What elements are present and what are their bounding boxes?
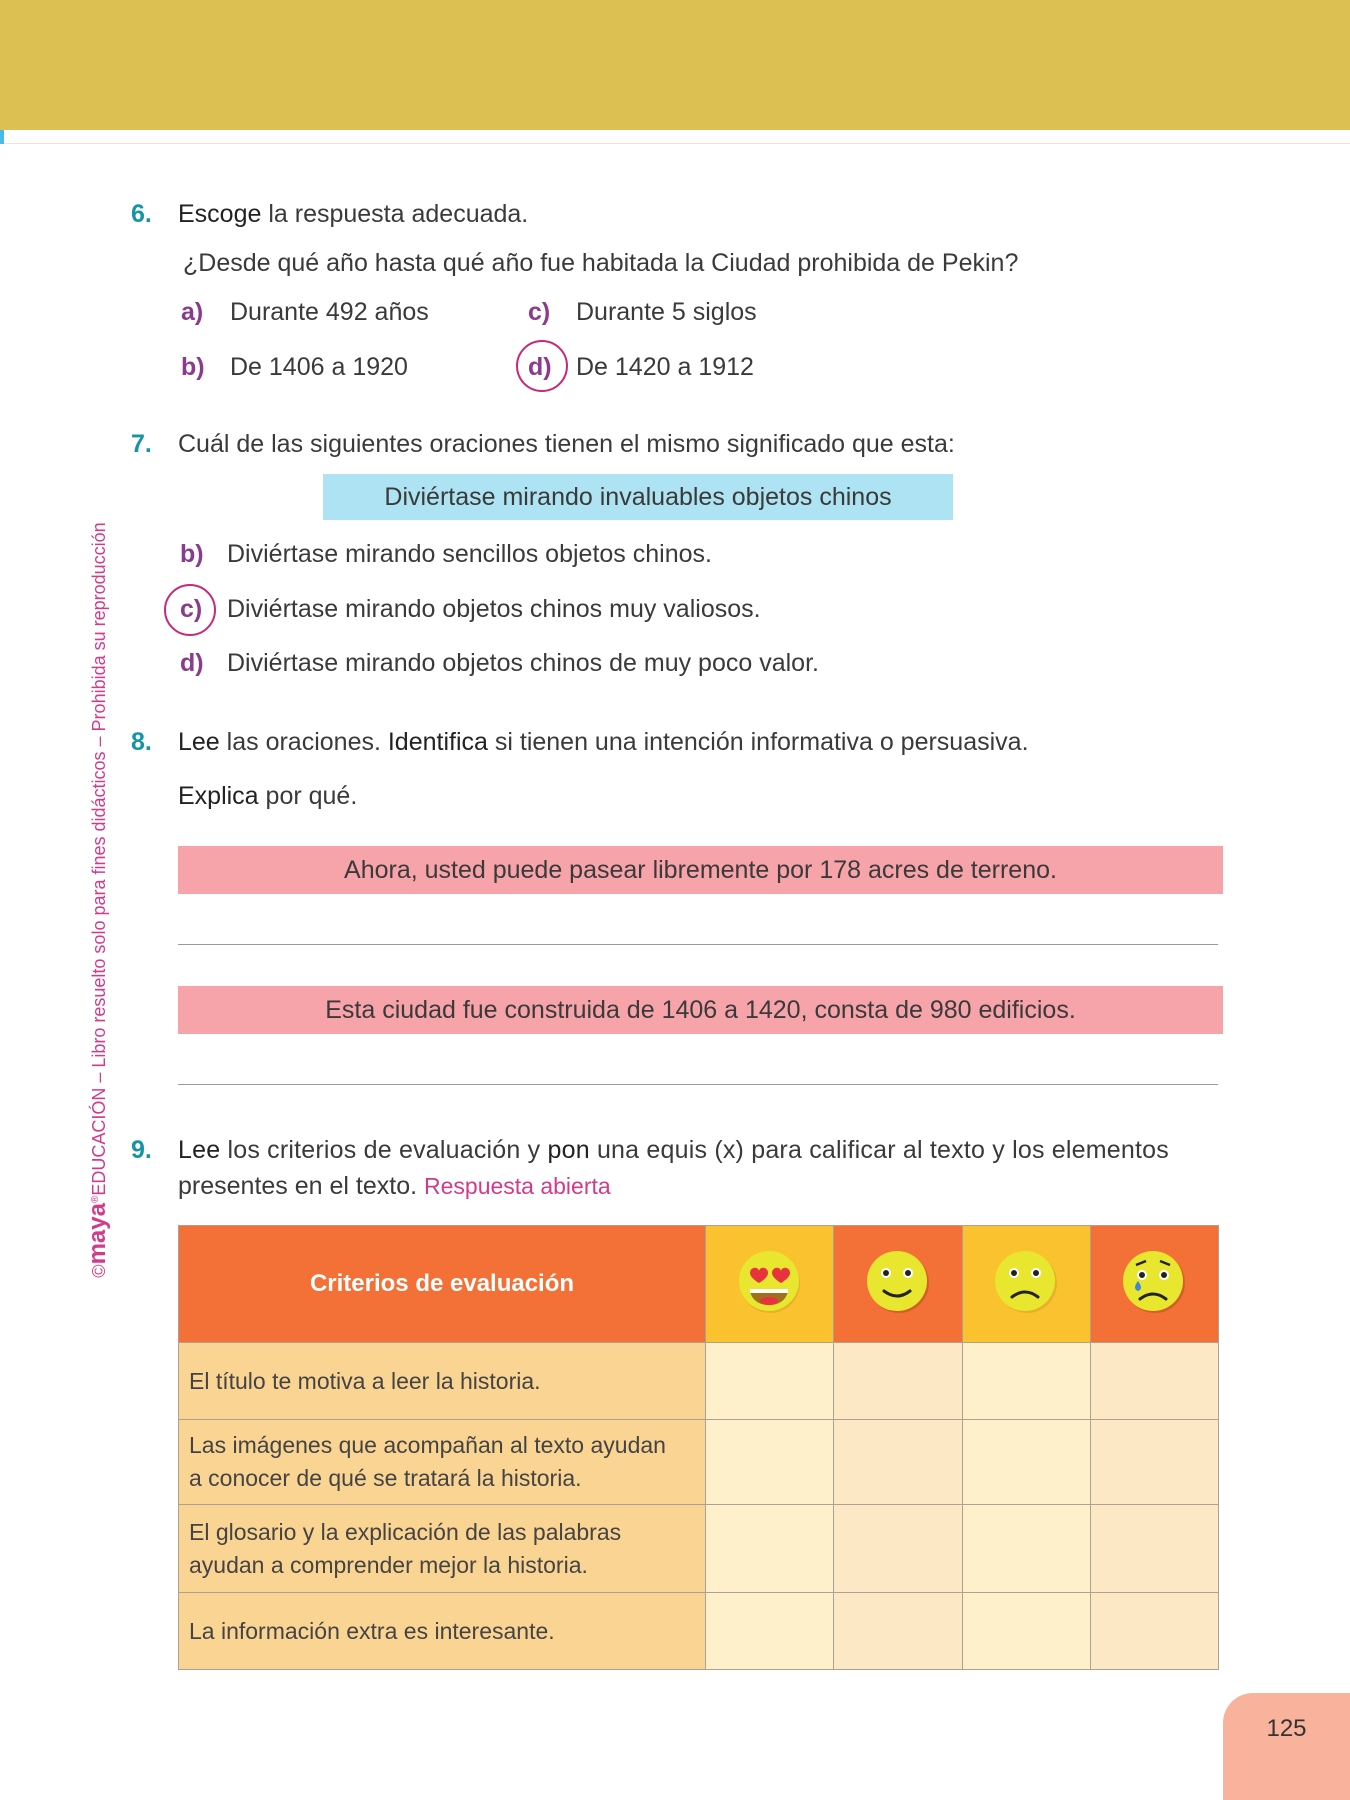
rating-cell[interactable] [1089,1342,1220,1420]
rating-cell[interactable] [833,1419,963,1505]
criterion: La información extra es interesante. [178,1592,706,1670]
rating-cell[interactable] [833,1504,963,1593]
table-row: El título te motiva a leer la historia. [178,1342,1220,1420]
col-happy [833,1225,963,1343]
answer-line-1[interactable] [178,944,1218,945]
q7-option-b[interactable]: b) Diviértase mirando sencillos objetos c… [180,540,712,568]
q8: 8. Lee las oraciones. Identifica si tiene… [131,728,1029,756]
page-number: 125 [1223,1693,1350,1800]
table-row: El glosario y la explicación de las pala… [178,1504,1220,1593]
rating-cell[interactable] [1089,1504,1220,1593]
q6: 6. Escoge la respuesta adecuada. [131,200,529,228]
q9: 9. Lee los criterios de evaluación y pon … [131,1136,1169,1164]
q6-question: ¿Desde qué año hasta qué año fue habitad… [183,249,1019,277]
q7: 7. Cuál de las siguientes oraciones tiene… [131,430,955,458]
copyright-sidebar: ©maya®EDUCACIÓN – Libro resuelto solo pa… [84,522,111,1278]
q6-option-b[interactable]: b) De 1406 a 1920 [181,353,408,381]
q6-option-a[interactable]: a) Durante 492 años [181,298,429,326]
heart-eyes-emoji-icon [738,1250,800,1313]
answer-note: Respuesta abierta [424,1173,611,1199]
header-accent [0,130,4,144]
header-band [0,0,1350,130]
col-love [704,1225,835,1343]
crying-emoji-icon [1123,1250,1186,1313]
q6-option-c[interactable]: c) Durante 5 siglos [528,298,757,326]
q7-sentence-box: Diviértase mirando invaluables objetos c… [323,474,953,520]
rating-cell[interactable] [961,1592,1091,1670]
selected-answer-circle [164,584,216,636]
criterion: El título te motiva a leer la historia. [178,1342,706,1420]
col-sad [961,1225,1091,1343]
q9-line2: presentes en el texto. Respuesta abierta [178,1172,611,1200]
evaluation-table: Criterios de evaluación El título te mot… [178,1225,1220,1670]
rating-cell[interactable] [1089,1592,1220,1670]
rating-cell[interactable] [704,1504,835,1593]
rating-cell[interactable] [961,1342,1091,1420]
criterion: Las imágenes que acompañan al texto ayud… [178,1419,706,1505]
rating-cell[interactable] [704,1419,835,1505]
criteria-header: Criterios de evaluación [178,1225,706,1343]
q8-sentence-1: Ahora, usted puede pasear libremente por… [178,846,1223,894]
selected-answer-circle [516,340,568,392]
frown-emoji-icon [995,1250,1058,1313]
col-crying [1089,1225,1220,1343]
q8-explain: Explica por qué. [178,782,358,810]
criterion: El glosario y la explicación de las pala… [178,1504,706,1593]
rating-cell[interactable] [961,1419,1091,1505]
smile-emoji-icon [866,1250,929,1313]
rating-cell[interactable] [1089,1419,1220,1505]
q8-sentence-2: Esta ciudad fue construida de 1406 a 142… [178,986,1223,1034]
answer-line-2[interactable] [178,1084,1218,1085]
header-strip [0,130,1350,144]
table-row: La información extra es interesante. [178,1592,1220,1670]
table-header: Criterios de evaluación [178,1225,1220,1343]
rating-cell[interactable] [833,1342,963,1420]
rating-cell[interactable] [704,1592,835,1670]
table-row: Las imágenes que acompañan al texto ayud… [178,1419,1220,1505]
rating-cell[interactable] [961,1504,1091,1593]
rating-cell[interactable] [704,1342,835,1420]
rating-cell[interactable] [833,1592,963,1670]
q7-option-d[interactable]: d) Diviértase mirando objetos chinos de m… [180,649,819,677]
